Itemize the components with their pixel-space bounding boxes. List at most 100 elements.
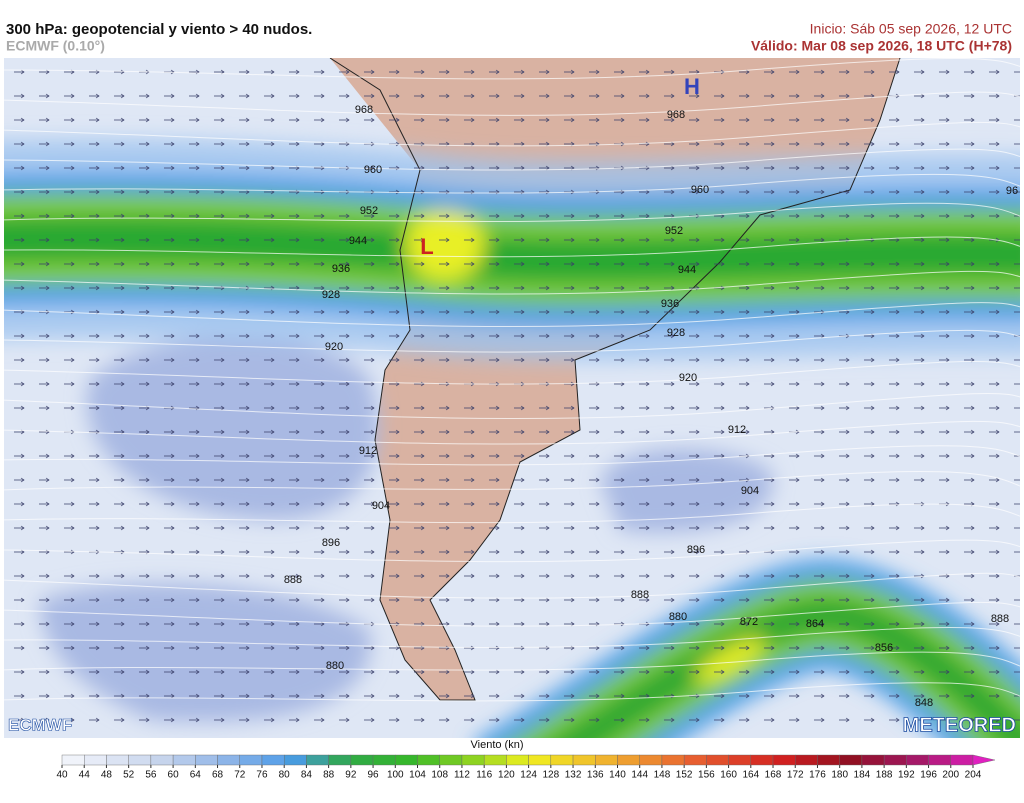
colorbar-bin [283, 754, 307, 766]
contour-label: 888 [284, 574, 302, 586]
contour-label: 880 [669, 611, 687, 623]
colorbar-bin [772, 754, 796, 766]
colorbar-tick-label: 80 [279, 770, 291, 781]
colorbar-bin [439, 754, 463, 766]
colorbar-tick-label: 136 [587, 770, 604, 781]
contour-label: 872 [740, 616, 758, 628]
contour-label: 880 [326, 660, 344, 672]
contour-label: 944 [349, 235, 367, 247]
colorbar-tick-label: 132 [565, 770, 582, 781]
streamline [4, 471, 1020, 491]
colorbar-tick-label: 160 [720, 770, 737, 781]
streamline [4, 302, 1020, 328]
colorbar-bin [906, 754, 929, 766]
colorbar-bin [639, 754, 663, 766]
colorbar-tick-label: 168 [765, 770, 782, 781]
contour-label: 96 [1006, 185, 1018, 197]
colorbar-tick-label: 44 [79, 770, 91, 781]
high-pressure: H [684, 74, 700, 99]
streamline [4, 503, 1020, 524]
wind-arrows [14, 69, 1020, 723]
contour-label: 952 [360, 205, 378, 217]
colorbar-tick-label: 156 [698, 770, 715, 781]
colorbar-tick-label: 68 [212, 770, 224, 781]
colorbar-tick-label: 140 [609, 770, 626, 781]
contour-label: 848 [915, 697, 933, 709]
colorbar-bin [461, 754, 485, 766]
contour-label: 928 [667, 327, 685, 339]
contour-label: 944 [678, 264, 696, 276]
colorbar-tick-label: 200 [942, 770, 959, 781]
contour-label: 952 [665, 225, 683, 237]
colorbar-tick-label: 96 [368, 770, 380, 781]
streamline [4, 360, 1020, 385]
streamline [4, 58, 1020, 80]
colorbar-bin [750, 754, 774, 766]
colorbar-bin [328, 754, 352, 766]
streamline [4, 601, 1020, 627]
contour-label: 928 [322, 289, 340, 301]
colorbar-bin [506, 754, 529, 766]
colorbar-tick-label: 120 [498, 770, 515, 781]
colorbar-tick-label: 188 [876, 770, 893, 781]
meteored-logo: METEORED [903, 714, 1016, 736]
contour-label: 888 [991, 613, 1009, 625]
streamline [4, 121, 1020, 147]
streamline [4, 270, 1020, 295]
contour-label: 888 [631, 589, 649, 601]
colorbar-bin [217, 754, 240, 766]
colorbar-tick-label: 100 [387, 770, 404, 781]
contour-label: 936 [661, 298, 679, 310]
colorbar-bin [617, 754, 640, 766]
colorbar-bin [84, 754, 107, 766]
colorbar-bin [528, 754, 552, 766]
colorbar: 40 44 48 52 56 60 64 68 72 76 80 84 88 92 96 100 104 108 1… [56, 754, 996, 781]
contour-label: 904 [372, 500, 390, 512]
streamline [4, 91, 1020, 116]
model: ECMWF (0.10°) [6, 38, 105, 54]
contour-label: 912 [728, 424, 746, 436]
streamline [4, 236, 1020, 258]
streamlines [4, 58, 1020, 702]
colorbar-tick-label: 176 [809, 770, 826, 781]
colorbar-bin [861, 754, 885, 766]
contour-label: 960 [364, 164, 382, 176]
colorbar-bin [195, 754, 218, 766]
colorbar-bin [106, 754, 129, 766]
wind-field [4, 138, 1020, 738]
contour-label: 912 [359, 445, 377, 457]
colorbar-tick-label: 116 [476, 770, 492, 781]
colorbar-bin [61, 754, 85, 766]
colorbar-tick-label: 92 [345, 770, 357, 781]
colorbar-tick-label: 112 [454, 770, 470, 781]
colorbar-tick-label: 172 [787, 770, 804, 781]
colorbar-bin [839, 754, 863, 766]
contour-label: 960 [691, 184, 709, 196]
colorbar-bin [817, 754, 840, 766]
colorbar-bin [550, 754, 574, 766]
colorbar-tick-label: 52 [123, 770, 135, 781]
colorbar-tick-label: 72 [234, 770, 246, 781]
arrow-grid [14, 69, 1020, 723]
contour-label: 968 [355, 104, 373, 116]
streamline [4, 682, 1020, 702]
colorbar-tick-label: 164 [742, 770, 759, 781]
colorbar-tick-label: 56 [145, 770, 157, 781]
streamline [4, 202, 1020, 223]
colorbar-bin [706, 754, 729, 766]
streamline [4, 420, 1020, 445]
colorbar-bin [483, 754, 507, 766]
low-pressure: L [420, 234, 433, 259]
contour-label: 896 [687, 544, 705, 556]
colorbar-tick-label: 88 [323, 770, 335, 781]
colorbar-tick-label: 148 [654, 770, 671, 781]
colorbar-bin [950, 754, 974, 766]
streamline [4, 572, 1020, 599]
contour-label: 920 [325, 341, 343, 353]
streamline [4, 329, 1020, 353]
legend-title: Viento (kn) [471, 739, 524, 751]
colorbar-bin [350, 754, 374, 766]
ecmwf-logo: ECMWF [8, 715, 72, 734]
streamline [4, 148, 1020, 171]
contour-label: 856 [875, 642, 893, 654]
